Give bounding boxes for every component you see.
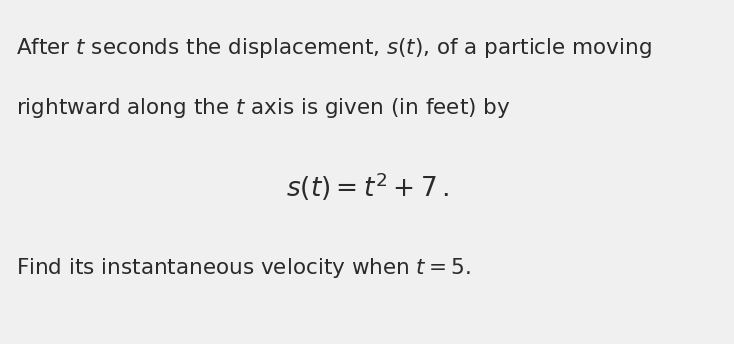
Text: After $t$ seconds the displacement, $s(t)$, of a particle moving: After $t$ seconds the displacement, $s(t… [16,36,652,60]
Text: Find its instantaneous velocity when $t = 5$.: Find its instantaneous velocity when $t … [16,256,471,280]
Text: rightward along the $t$ axis is given (in feet) by: rightward along the $t$ axis is given (i… [16,96,511,120]
Text: $s(t) = t^2 + 7\,.$: $s(t) = t^2 + 7\,.$ [286,170,448,203]
